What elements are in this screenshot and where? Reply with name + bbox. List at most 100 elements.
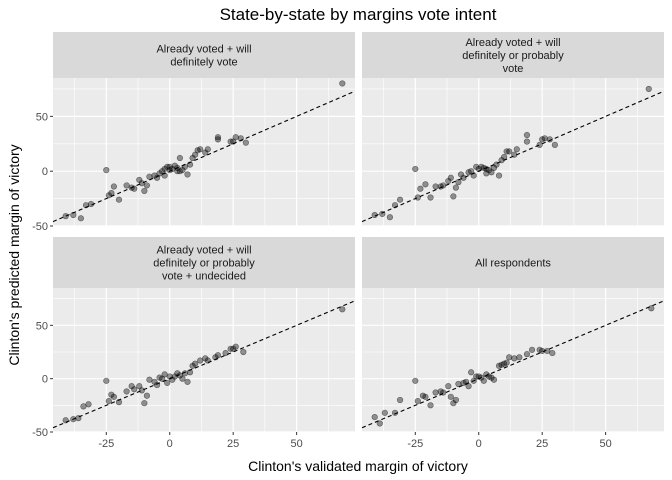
data-point (204, 357, 211, 364)
data-point (465, 383, 472, 390)
y-tick-label: 50 (36, 111, 48, 123)
data-point (141, 400, 148, 407)
y-tick-label: 50 (36, 320, 48, 332)
y-tick-label: -50 (32, 221, 48, 233)
data-point (412, 165, 419, 173)
data-point (447, 393, 454, 400)
data-point (240, 348, 247, 356)
data-point (513, 146, 520, 153)
data-point (490, 376, 498, 383)
data-point (371, 211, 378, 219)
data-point (77, 215, 85, 222)
data-point (103, 377, 110, 384)
data-point (204, 146, 211, 153)
data-point (452, 184, 459, 191)
data-point (544, 347, 551, 355)
data-point (222, 349, 229, 357)
data-point (232, 134, 239, 141)
data-point (232, 343, 239, 350)
facet-strip (362, 237, 664, 288)
data-point (546, 136, 553, 143)
reference-line (52, 90, 356, 223)
facet-strip-label: definitely or probably (153, 258, 255, 270)
data-point (379, 210, 386, 218)
data-point (110, 183, 118, 190)
data-point (470, 172, 477, 179)
data-point (495, 172, 503, 179)
data-point (214, 136, 222, 143)
facet-strip (362, 32, 664, 78)
data-point (376, 420, 383, 427)
data-point (184, 378, 191, 385)
data-point (242, 139, 249, 146)
data-point (80, 403, 87, 410)
data-point (417, 185, 424, 192)
data-point (138, 387, 145, 394)
data-point (371, 413, 378, 421)
facet-strip-label: definitely vote (170, 57, 237, 69)
data-point (414, 194, 421, 201)
y-tick-label: 0 (42, 374, 48, 386)
facet-strip (53, 32, 355, 78)
data-point (396, 396, 404, 404)
data-point (339, 80, 346, 87)
data-point (480, 377, 487, 384)
x-tick-label: 0 (167, 438, 173, 450)
data-point (115, 399, 123, 406)
data-point (501, 153, 508, 161)
data-point (115, 196, 123, 203)
data-point (541, 135, 548, 142)
data-point (414, 397, 421, 405)
facet-strip-label: Already voted + will (465, 37, 560, 49)
data-point (445, 383, 452, 390)
data-point (455, 179, 462, 186)
data-point (468, 369, 475, 376)
data-point (197, 357, 204, 364)
facet-strip-label: definitely or probably (462, 50, 564, 62)
data-point (141, 187, 148, 195)
reference-line (361, 300, 665, 429)
data-point (105, 397, 112, 405)
data-point (422, 393, 429, 400)
data-point (75, 415, 82, 422)
facet-strip-label: vote (503, 63, 524, 75)
data-point (70, 416, 77, 423)
data-point (179, 375, 186, 382)
data-point (108, 190, 115, 197)
data-point (447, 174, 454, 181)
facet-strip-label: Already voted + will (156, 44, 251, 56)
data-point (450, 193, 457, 200)
data-point (523, 131, 531, 139)
data-point (164, 379, 171, 387)
data-point (70, 211, 77, 219)
data-point (460, 174, 467, 181)
data-point (181, 370, 189, 377)
facet-strip-label: vote + undecided (162, 271, 246, 283)
data-point (103, 166, 110, 174)
x-tick-label: -25 (98, 438, 114, 450)
data-point (427, 402, 434, 409)
data-point (143, 392, 150, 399)
reference-line (361, 90, 665, 223)
data-point (184, 171, 191, 178)
data-point (493, 161, 500, 168)
data-point (511, 151, 518, 158)
data-point (87, 200, 95, 208)
x-axis-title: Clinton's validated margin of victory (248, 458, 468, 474)
data-point (181, 163, 189, 170)
panel-background (53, 288, 355, 432)
data-point (391, 409, 399, 416)
data-point (432, 389, 439, 396)
data-point (412, 377, 419, 384)
panel-background (53, 78, 355, 226)
data-point (138, 180, 145, 187)
data-point (161, 371, 168, 378)
x-tick-label: 0 (476, 438, 482, 450)
facet-strip-label: All respondents (475, 258, 551, 270)
facet-strip (53, 237, 355, 288)
data-point (62, 213, 69, 220)
data-point (452, 396, 459, 404)
data-point (645, 85, 652, 93)
data-point (381, 409, 388, 416)
data-point (432, 183, 439, 190)
